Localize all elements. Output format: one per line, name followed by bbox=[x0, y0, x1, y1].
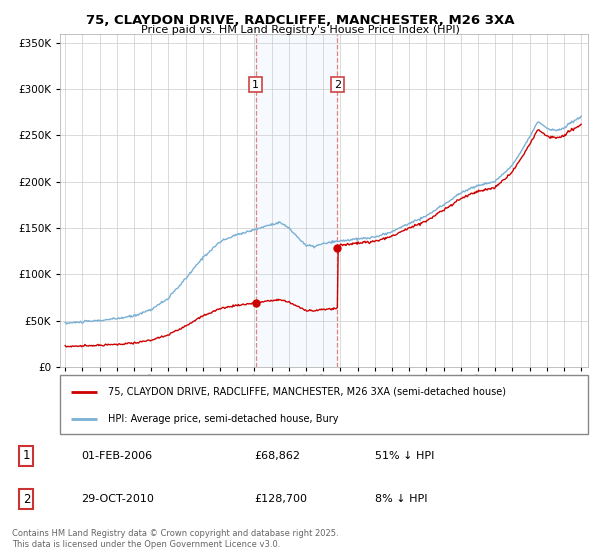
Text: 1: 1 bbox=[23, 449, 30, 463]
Text: HPI: Average price, semi-detached house, Bury: HPI: Average price, semi-detached house,… bbox=[107, 414, 338, 424]
Text: 75, CLAYDON DRIVE, RADCLIFFE, MANCHESTER, M26 3XA (semi-detached house): 75, CLAYDON DRIVE, RADCLIFFE, MANCHESTER… bbox=[107, 386, 506, 396]
Text: 51% ↓ HPI: 51% ↓ HPI bbox=[375, 451, 434, 461]
Text: Price paid vs. HM Land Registry's House Price Index (HPI): Price paid vs. HM Land Registry's House … bbox=[140, 25, 460, 35]
Text: 2: 2 bbox=[23, 493, 30, 506]
Text: 01-FEB-2006: 01-FEB-2006 bbox=[81, 451, 152, 461]
Text: £128,700: £128,700 bbox=[254, 494, 307, 505]
Text: 1: 1 bbox=[252, 80, 259, 90]
Text: £68,862: £68,862 bbox=[254, 451, 300, 461]
Text: 8% ↓ HPI: 8% ↓ HPI bbox=[375, 494, 427, 505]
Bar bbox=[256, 34, 337, 367]
Text: 75, CLAYDON DRIVE, RADCLIFFE, MANCHESTER, M26 3XA: 75, CLAYDON DRIVE, RADCLIFFE, MANCHESTER… bbox=[86, 14, 514, 27]
Text: 29-OCT-2010: 29-OCT-2010 bbox=[81, 494, 154, 505]
Text: 2: 2 bbox=[334, 80, 341, 90]
Text: Contains HM Land Registry data © Crown copyright and database right 2025.
This d: Contains HM Land Registry data © Crown c… bbox=[12, 529, 338, 549]
FancyBboxPatch shape bbox=[60, 375, 588, 434]
